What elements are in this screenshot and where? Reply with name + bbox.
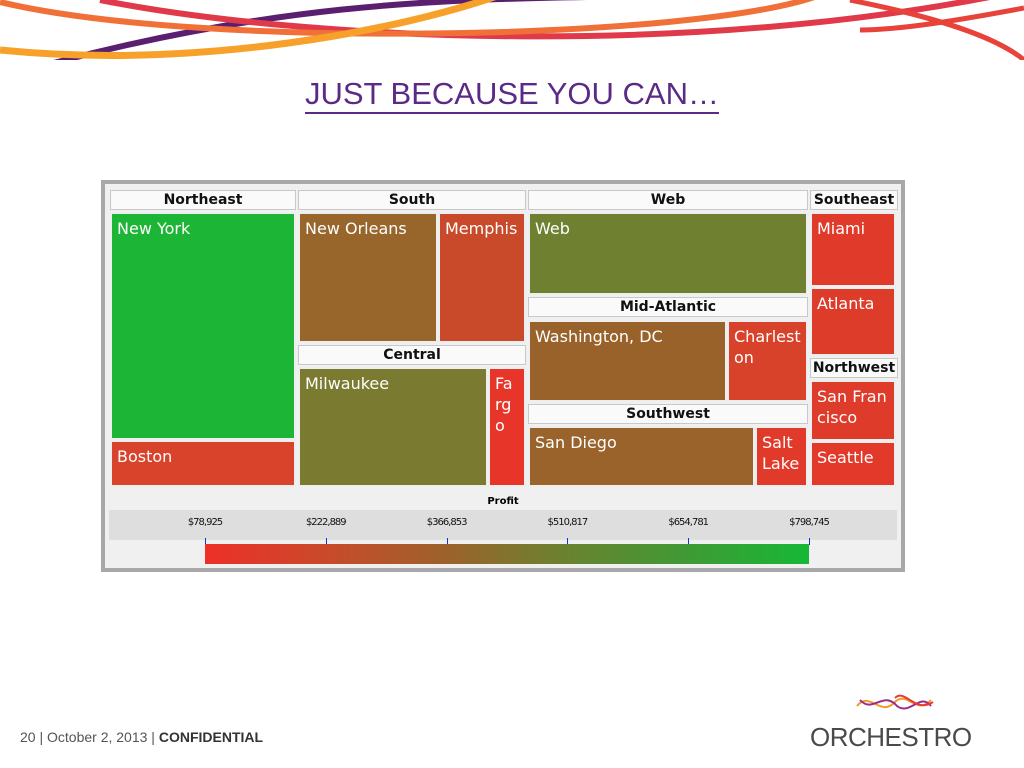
treemap-cell[interactable]: San Francisco xyxy=(810,380,896,441)
orchestro-logo-mark xyxy=(856,694,934,710)
legend-tick-label: $78,925 xyxy=(187,517,223,528)
legend-band xyxy=(109,510,897,540)
group-header: South xyxy=(298,190,526,210)
group-header: Southeast xyxy=(810,190,898,210)
legend-tick-label: $798,745 xyxy=(789,517,830,528)
legend-tick-label: $366,853 xyxy=(426,517,468,528)
group-header: Southwest xyxy=(528,404,808,424)
treemap-cell[interactable]: Salt Lake xyxy=(755,426,808,487)
legend-tick-mark xyxy=(688,538,690,545)
group-header: Mid-Atlantic xyxy=(528,297,808,317)
legend-tick-label: $222,889 xyxy=(305,517,347,528)
treemap-cell[interactable]: Web xyxy=(528,212,808,295)
group-header: Northwest xyxy=(810,358,898,378)
treemap-cell[interactable]: Boston xyxy=(110,440,296,487)
orchestro-logo: ORCHESTRO xyxy=(810,722,972,752)
legend-tick-mark xyxy=(809,538,810,545)
decorative-swoosh-lines xyxy=(0,0,1024,60)
treemap-cell[interactable]: Seattle xyxy=(810,441,896,487)
group-header: Web xyxy=(528,190,808,210)
slide-title: JUST BECAUSE YOU CAN… xyxy=(0,76,1024,114)
treemap-chart: Northeast New York Boston South New Orleans M… xyxy=(101,180,905,572)
group-header: Northeast xyxy=(110,190,296,210)
legend-tick-mark xyxy=(446,538,448,545)
treemap-cell[interactable]: Milwaukee xyxy=(298,367,488,487)
legend-tick-mark xyxy=(325,538,327,545)
treemap-cell[interactable]: Memphis xyxy=(438,212,526,343)
treemap-cell[interactable]: Miami xyxy=(810,212,896,287)
legend-tick-label: $654,781 xyxy=(668,517,709,528)
treemap-cell[interactable]: San Diego xyxy=(528,426,755,487)
treemap-cell[interactable]: Atlanta xyxy=(810,287,896,356)
legend-color-scale xyxy=(205,544,809,564)
legend-tick-mark xyxy=(205,538,206,545)
group-header: Central xyxy=(298,345,526,365)
treemap-cell[interactable]: New York xyxy=(110,212,296,440)
slide-footer: 20 | October 2, 2013 | CONFIDENTIAL xyxy=(20,729,264,745)
legend-tick-label: $510,817 xyxy=(547,517,589,528)
treemap-cell[interactable]: Charleston xyxy=(727,320,808,402)
legend-tick-mark xyxy=(567,538,569,545)
treemap-cell[interactable]: New Orleans xyxy=(298,212,438,343)
treemap-cell[interactable]: Fargo xyxy=(488,367,526,487)
treemap-cell[interactable]: Washington, DC xyxy=(528,320,727,402)
legend-title: Profit xyxy=(487,496,519,507)
